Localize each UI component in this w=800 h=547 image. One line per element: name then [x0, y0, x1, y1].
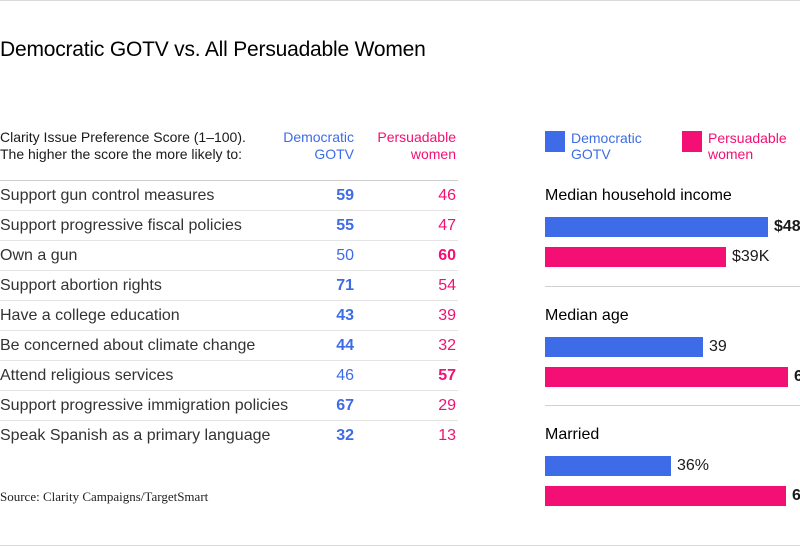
- page-title: Democratic GOTV vs. All Persuadable Wome…: [0, 38, 426, 61]
- democratic-gotv-score: 32: [336, 427, 354, 444]
- bar-value-label: $39K: [732, 248, 770, 265]
- column-header-line: Democratic: [283, 129, 354, 145]
- column-header-democratic-gotv: Democratic GOTV: [254, 129, 354, 163]
- persuadable-women-score: 60: [438, 247, 456, 264]
- bar-value-label: 60: [794, 368, 800, 385]
- row-label: Have a college education: [0, 307, 180, 324]
- section-divider: [545, 405, 800, 406]
- row-label: Support gun control measures: [0, 187, 215, 204]
- legend-swatch-democratic: [545, 131, 565, 152]
- row-label: Own a gun: [0, 247, 78, 264]
- row-label: Be concerned about climate change: [0, 337, 256, 354]
- legend-label-line: Persuadable: [708, 130, 787, 146]
- democratic-gotv-score: 67: [336, 397, 354, 414]
- top-rule: [0, 0, 800, 1]
- table-row: Have a college education 43 39: [0, 301, 458, 331]
- bar-value-label: 39: [709, 338, 727, 355]
- column-header-line: GOTV: [314, 146, 354, 162]
- row-label: Speak Spanish as a primary language: [0, 427, 271, 444]
- bar-democratic-gotv: [545, 337, 703, 357]
- table-header: Clarity Issue Preference Score (1–100). …: [0, 126, 458, 181]
- persuadable-women-score: 39: [438, 307, 456, 324]
- bar-democratic-gotv: [545, 217, 768, 237]
- democratic-gotv-score: 46: [336, 367, 354, 384]
- persuadable-women-score: 54: [438, 277, 456, 294]
- legend-label-line: women: [708, 146, 754, 162]
- chart-title: Median age: [545, 307, 629, 324]
- democratic-gotv-score: 43: [336, 307, 354, 324]
- bar-value-label: 36%: [677, 457, 710, 474]
- chart-title: Married: [545, 426, 600, 443]
- democratic-gotv-score: 50: [336, 247, 354, 264]
- source-note: Source: Clarity Campaigns/TargetSmart: [0, 489, 209, 504]
- legend-swatch-persuadable: [682, 131, 702, 152]
- legend-label-line: Democratic: [571, 130, 642, 146]
- table-row: Speak Spanish as a primary language 32 13: [0, 421, 458, 450]
- table-description: Clarity Issue Preference Score (1–100). …: [0, 129, 246, 163]
- table-description-line: Clarity Issue Preference Score (1–100).: [0, 129, 246, 145]
- table-row: Be concerned about climate change 44 32: [0, 331, 458, 361]
- row-label: Support progressive immigration policies: [0, 397, 289, 414]
- table-row: Support abortion rights 71 54: [0, 271, 458, 301]
- democratic-gotv-score: 59: [336, 187, 354, 204]
- table-description-line: The higher the score the more likely to:: [0, 146, 243, 162]
- issue-score-table: Clarity Issue Preference Score (1–100). …: [0, 126, 458, 450]
- bar-democratic-gotv: [545, 456, 671, 476]
- democratic-gotv-score: 55: [336, 217, 354, 234]
- chart-title: Median household income: [545, 187, 732, 204]
- table-row: Support gun control measures 59 46: [0, 181, 458, 211]
- persuadable-women-score: 46: [438, 187, 456, 204]
- column-header-line: women: [410, 146, 456, 162]
- bar-value-label: 69%: [792, 487, 800, 504]
- bar-persuadable-women: [545, 367, 788, 387]
- row-label: Support progressive fiscal policies: [0, 217, 242, 234]
- persuadable-women-score: 29: [438, 397, 456, 414]
- bar-persuadable-women: [545, 486, 786, 506]
- table-row: Own a gun 50 60: [0, 241, 458, 271]
- table-row: Attend religious services 46 57: [0, 361, 458, 391]
- persuadable-women-score: 13: [438, 427, 456, 444]
- row-label: Support abortion rights: [0, 277, 162, 294]
- legend-label-persuadable: Persuadable women: [708, 130, 787, 162]
- bar-value-label: $48K: [774, 218, 800, 235]
- legend-label-democratic: Democratic GOTV: [571, 130, 642, 162]
- persuadable-women-score: 47: [438, 217, 456, 234]
- table-body: Support gun control measures 59 46 Support …: [0, 181, 458, 450]
- legend-label-line: GOTV: [571, 146, 611, 162]
- bar-persuadable-women: [545, 247, 726, 267]
- row-label: Attend religious services: [0, 367, 174, 384]
- democratic-gotv-score: 44: [336, 337, 354, 354]
- bottom-rule: [0, 545, 800, 546]
- column-header-persuadable-women: Persuadable women: [346, 129, 456, 163]
- column-header-line: Persuadable: [377, 129, 456, 145]
- table-row: Support progressive fiscal policies 55 47: [0, 211, 458, 241]
- democratic-gotv-score: 71: [336, 277, 354, 294]
- section-divider: [545, 286, 800, 287]
- persuadable-women-score: 57: [438, 367, 456, 384]
- table-row: Support progressive immigration policies…: [0, 391, 458, 421]
- persuadable-women-score: 32: [438, 337, 456, 354]
